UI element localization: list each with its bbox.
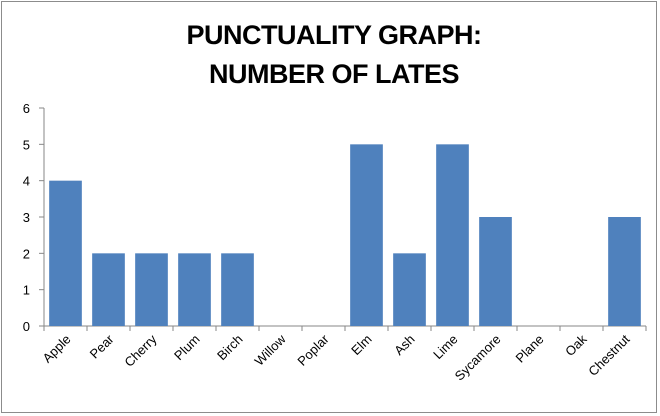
chart-title-line-1: PUNCTUALITY GRAPH: xyxy=(186,20,481,50)
bar-ash xyxy=(393,253,426,326)
x-category-label: Poplar xyxy=(294,331,332,369)
x-category-label: Plane xyxy=(513,332,547,366)
x-category-label: Elm xyxy=(348,332,374,358)
y-tick-label: 6 xyxy=(23,101,30,116)
bar-lime xyxy=(436,144,469,326)
y-tick-label: 0 xyxy=(23,319,30,334)
bar-elm xyxy=(350,144,383,326)
x-category-label: Willow xyxy=(251,331,289,369)
x-category-label: Lime xyxy=(430,332,461,363)
y-tick-label: 1 xyxy=(23,283,30,298)
bar-chestnut xyxy=(608,217,641,326)
x-category-label: Chestnut xyxy=(585,331,633,379)
bar-cherry xyxy=(135,253,168,326)
y-tick-label: 5 xyxy=(23,137,30,152)
bar-pear xyxy=(92,253,125,326)
chart-title-line-2: NUMBER OF LATES xyxy=(209,59,459,89)
bar-birch xyxy=(221,253,254,326)
bar-sycamore xyxy=(479,217,512,326)
x-category-label: Cherry xyxy=(121,331,160,370)
x-category-label: Apple xyxy=(40,332,74,366)
x-category-label: Oak xyxy=(562,331,590,359)
x-category-label: Birch xyxy=(214,332,246,364)
bar-apple xyxy=(49,180,82,326)
y-tick-label: 3 xyxy=(23,210,30,225)
y-tick-label: 2 xyxy=(23,246,30,261)
bar-plum xyxy=(178,253,211,326)
x-category-label: Ash xyxy=(391,332,417,358)
x-category-label: Plum xyxy=(171,332,203,364)
y-tick-label: 4 xyxy=(23,174,30,189)
plot-area: 0 1 2 3 4 5 6 Apple Pear Cherry Plum Birch Willow Pop… xyxy=(23,101,647,384)
x-category-label: Sycamore xyxy=(452,332,504,384)
x-category-label: Pear xyxy=(87,331,117,361)
